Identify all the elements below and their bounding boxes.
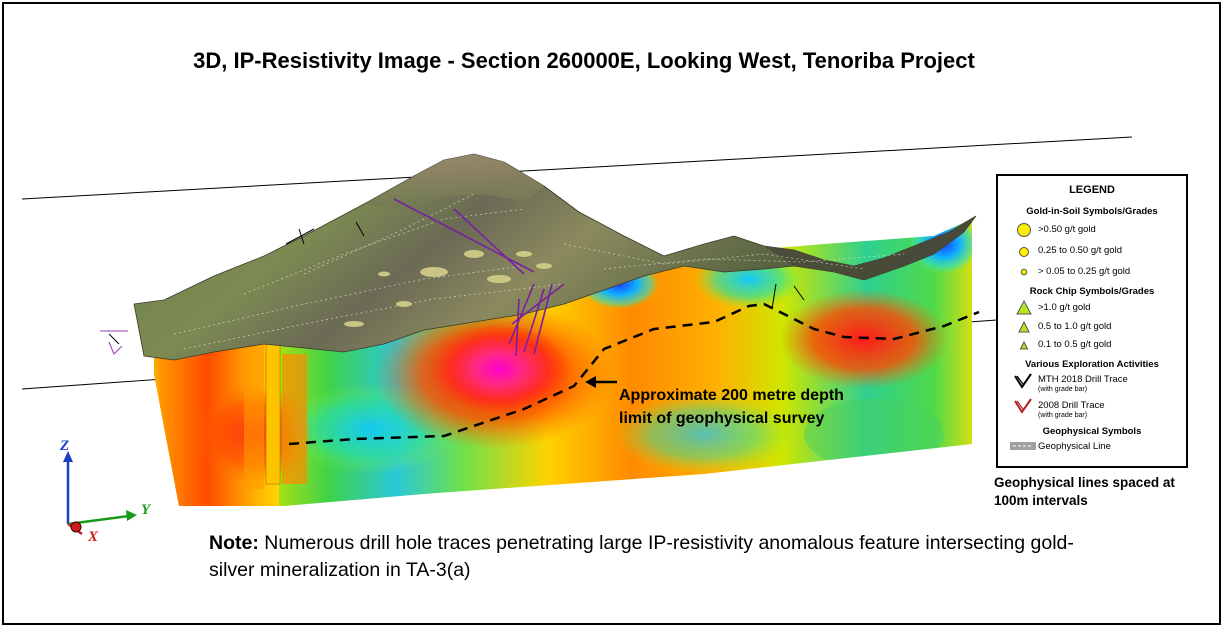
section-panel	[244, 344, 264, 489]
rock-large-symbol-icon	[1016, 299, 1032, 315]
z-axis-arrowhead	[63, 451, 73, 462]
depth-limit-annotation: Approximate 200 metre depth limit of geo…	[619, 384, 844, 430]
soil-medium-symbol-icon	[1019, 247, 1029, 257]
geophysical-line-icon	[1010, 442, 1036, 450]
figure-note: Note: Numerous drill hole traces penetra…	[209, 530, 1109, 584]
section-panel	[265, 333, 281, 485]
legend-title: LEGEND	[1069, 184, 1115, 196]
legend-soil-3: > 0.05 to 0.25 g/t gold	[1038, 266, 1131, 277]
section-line-upper	[21, 136, 1133, 200]
legend-2008-label: 2008 Drill Trace	[1038, 400, 1105, 411]
x-axis-label: X	[88, 529, 99, 545]
soil-small-symbol-icon	[1020, 268, 1028, 276]
depth-limit-line2: limit of geophysical survey	[619, 410, 825, 427]
rock-medium-symbol-icon	[1018, 320, 1030, 333]
legend-mth-sub: (with grade bar)	[1038, 386, 1088, 393]
soil-anomaly-patches	[344, 250, 552, 327]
legend-soil-header: Gold-in-Soil Symbols/Grades	[1026, 206, 1158, 217]
legend-soil-1: >0.50 g/t gold	[1038, 224, 1096, 235]
legend-2008-sub: (with grade bar)	[1038, 412, 1088, 419]
legend-geo-line: Geophysical Line	[1038, 441, 1111, 452]
z-axis-label: Z	[60, 438, 70, 454]
rock-small-symbol-icon	[1019, 340, 1029, 350]
terrain-contours	[173, 193, 905, 350]
depth-limit-line1: Approximate 200 metre depth	[619, 387, 844, 404]
legend-mth-label: MTH 2018 Drill Trace	[1038, 374, 1128, 385]
legend-rock-header: Rock Chip Symbols/Grades	[1029, 286, 1155, 297]
soil-large-symbol-icon	[1017, 223, 1031, 237]
section-panel	[282, 354, 307, 484]
legend-rock-1: >1.0 g/t gold	[1038, 302, 1091, 313]
y-axis-label: Y	[141, 502, 151, 518]
axis-indicator	[63, 451, 137, 536]
figure-title: 3D, IP-Resistivity Image - Section 26000…	[193, 48, 975, 73]
geophysical-spacing-note: Geophysical lines spaced at 100m interva…	[994, 474, 1204, 510]
geophysical-note-line1: Geophysical lines spaced at	[994, 475, 1175, 490]
legend-rock-3: 0.1 to 0.5 g/t gold	[1038, 339, 1112, 350]
resistivity-3d-scene	[21, 136, 1133, 536]
legend-geo-header: Geophysical Symbols	[1042, 426, 1142, 437]
annotation-arrowhead	[585, 376, 596, 388]
legend: LEGEND Gold-in-Soil Symbols/Grades >0.50…	[996, 174, 1188, 468]
note-label: Note:	[209, 532, 259, 554]
terrain-ridge	[364, 154, 544, 209]
legend-rock-2: 0.5 to 1.0 g/t gold	[1038, 321, 1112, 332]
note-text: Numerous drill hole traces penetrating l…	[209, 532, 1074, 581]
depth-limit-line	[288, 302, 980, 446]
mth-drill-trace-icon	[1014, 373, 1032, 389]
survey-markers	[108, 221, 805, 345]
geophysical-note-line2: 100m intervals	[994, 493, 1088, 508]
terrain-ridge-east	[764, 216, 976, 280]
y-axis-arrowhead	[126, 510, 137, 521]
axis-origin	[70, 521, 82, 533]
legend-soil-2: 0.25 to 0.50 g/t gold	[1038, 245, 1122, 256]
drill-2008-trace-icon	[1014, 398, 1032, 414]
survey-marker-purple	[100, 330, 128, 355]
legend-activities-header: Various Exploration Activities	[1025, 359, 1159, 370]
drill-hole-traces	[393, 198, 565, 357]
